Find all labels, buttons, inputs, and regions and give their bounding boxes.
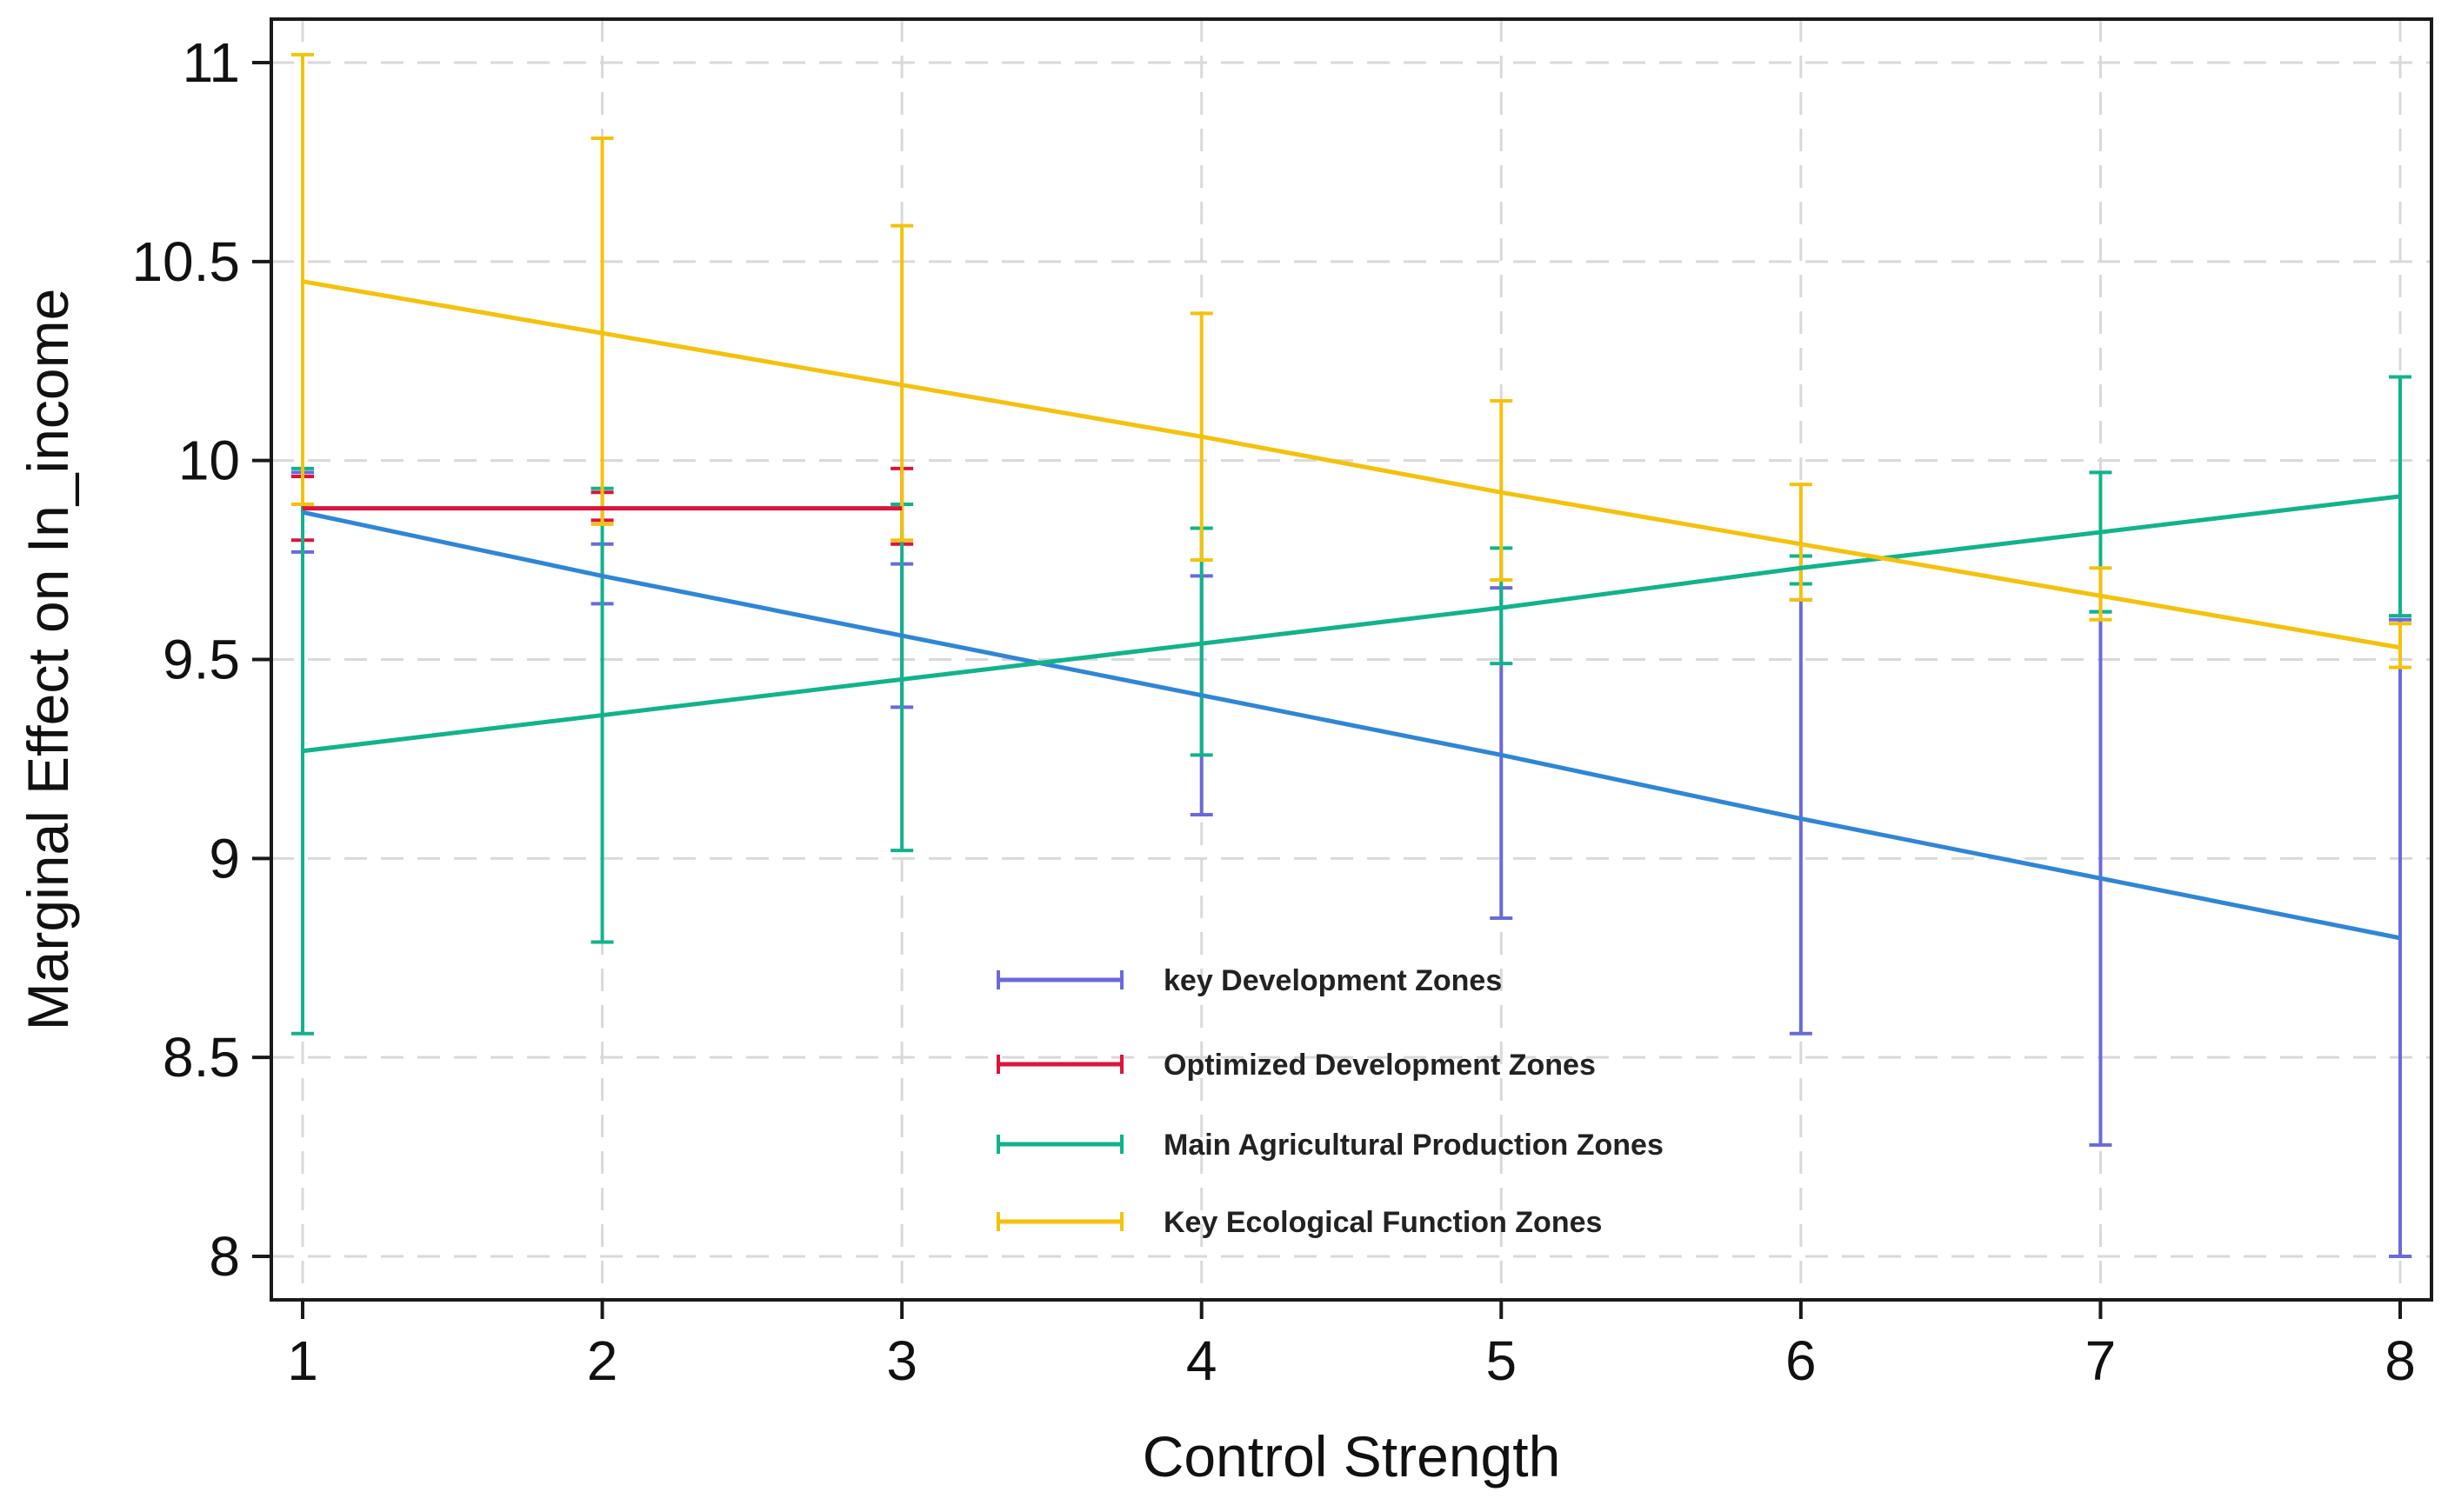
series-line-3 xyxy=(302,279,2401,650)
x-tick-label: 4 xyxy=(1186,1329,1217,1392)
series-layer xyxy=(291,52,2411,1258)
y-axis-ticks: 8 8.5 9 9.5 10 10.5 11 xyxy=(131,31,271,1288)
x-tick-label: 2 xyxy=(587,1329,618,1392)
legend-label: key Development Zones xyxy=(1164,964,1502,997)
legend-label: Main Agricultural Production Zones xyxy=(1164,1129,1664,1162)
y-tick-label: 8 xyxy=(209,1225,240,1288)
y-tick-label: 10 xyxy=(178,430,240,492)
legend-label: Optimized Development Zones xyxy=(1164,1049,1596,1082)
x-tick-label: 3 xyxy=(886,1329,917,1392)
x-tick-label: 6 xyxy=(1785,1329,1817,1392)
x-tick-label: 8 xyxy=(2385,1329,2416,1392)
x-tick-label: 7 xyxy=(2085,1329,2117,1392)
y-axis-title: Marginal Effect on In_income xyxy=(16,289,80,1031)
series-3 xyxy=(291,52,2411,669)
series-line-0 xyxy=(302,510,2401,941)
legend: key Development Zones Optimized Developme… xyxy=(997,964,1664,1239)
y-tick-label: 10.5 xyxy=(131,230,240,293)
x-tick-label: 5 xyxy=(1485,1329,1517,1392)
x-axis-title: Control Strength xyxy=(1143,1424,1561,1489)
x-tick-label: 1 xyxy=(287,1329,318,1392)
y-tick-label: 9 xyxy=(209,827,240,889)
y-tick-label: 8.5 xyxy=(163,1026,240,1089)
x-axis-ticks: 1 2 3 4 5 6 7 8 xyxy=(287,1300,2416,1392)
y-tick-label: 9.5 xyxy=(163,629,240,691)
legend-label: Key Ecological Function Zones xyxy=(1164,1206,1602,1239)
y-tick-label: 11 xyxy=(183,31,240,94)
series-line-2 xyxy=(302,494,2401,754)
